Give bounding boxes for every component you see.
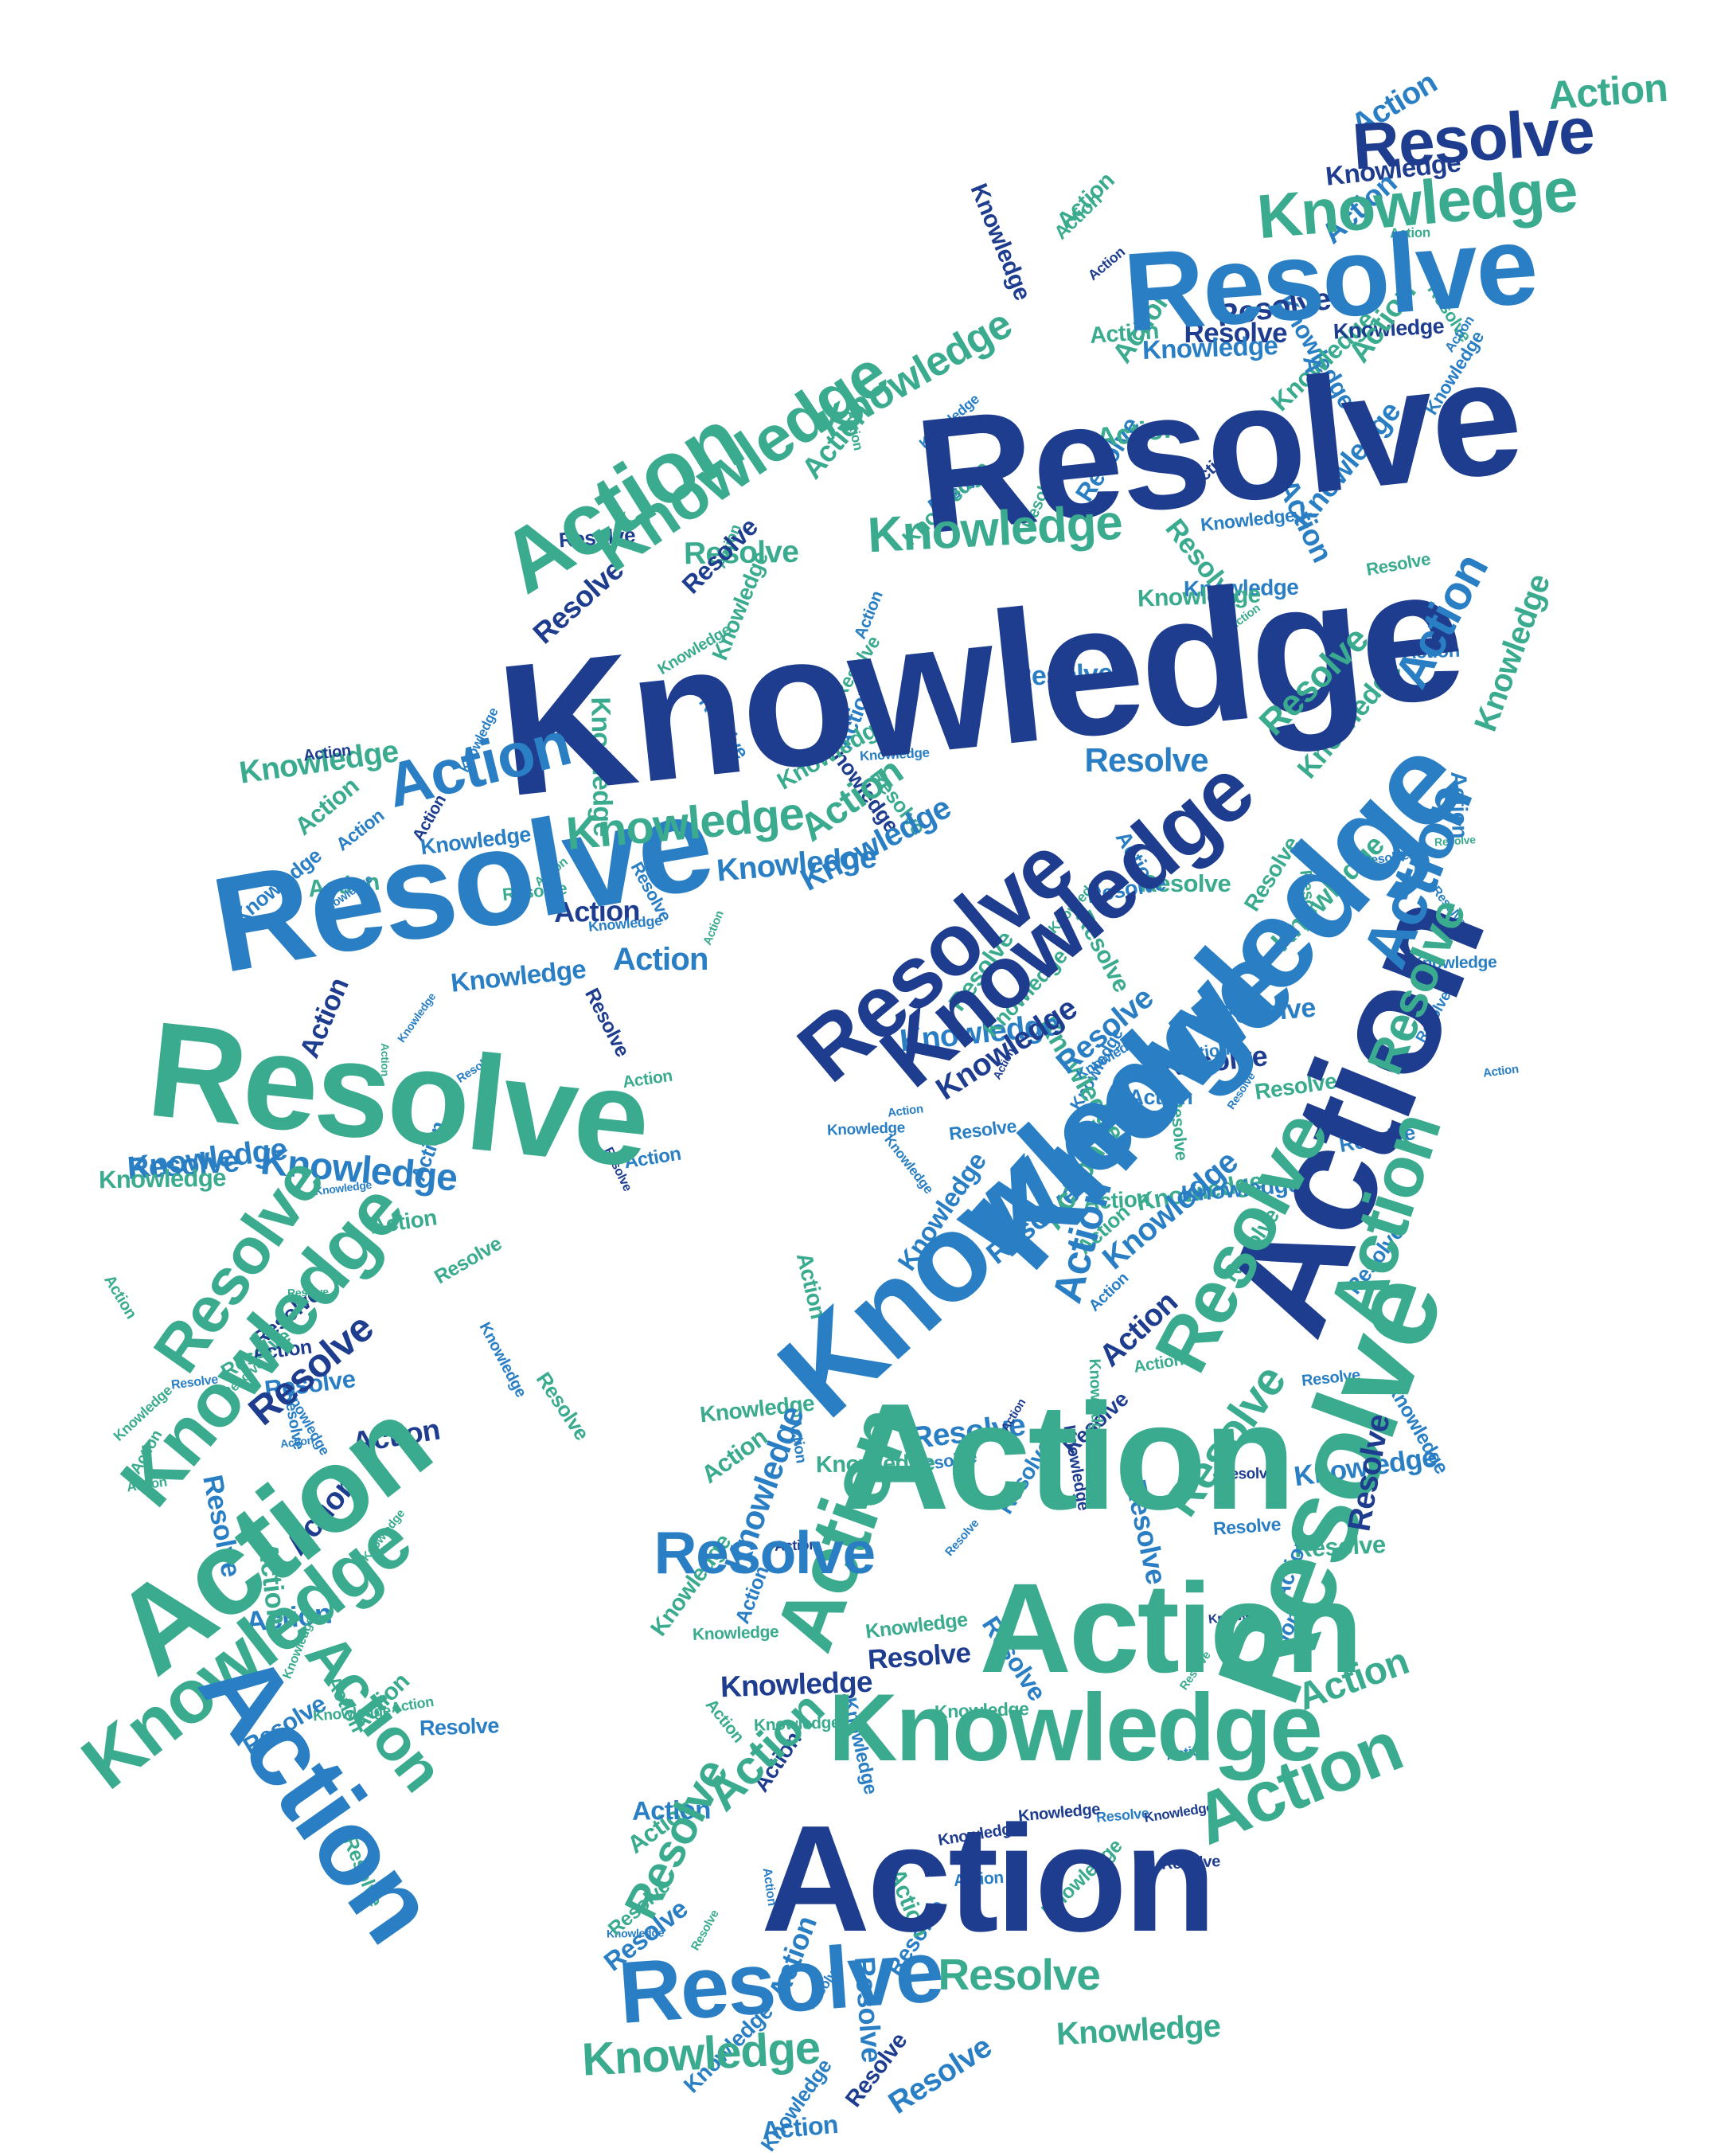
word-knowledge: Knowledge bbox=[98, 1163, 227, 1193]
word-action: Action bbox=[841, 1373, 1296, 1541]
word-knowledge: Knowledge bbox=[1055, 2008, 1222, 2052]
word-knowledge: Knowledge bbox=[965, 179, 1036, 304]
word-resolve: Resolve bbox=[938, 1949, 1101, 1999]
word-resolve: Resolve bbox=[866, 1637, 972, 1675]
word-action: Action bbox=[760, 2109, 840, 2146]
word-resolve: Resolve bbox=[1084, 741, 1209, 779]
word-resolve: Resolve bbox=[531, 1367, 595, 1445]
word-knowledge: Knowledge bbox=[864, 1607, 969, 1643]
word-resolve: Resolve bbox=[430, 1232, 505, 1288]
word-knowledge: Knowledge bbox=[475, 1319, 529, 1400]
word-resolve: Resolve bbox=[1184, 317, 1288, 349]
word-action: Action bbox=[1128, 1084, 1193, 1109]
word-resolve: Resolve bbox=[1139, 869, 1231, 897]
word-knowledge: Knowledge bbox=[579, 2021, 821, 2086]
word-knowledge: Knowledge bbox=[449, 953, 587, 998]
word-action: Action bbox=[761, 1795, 1216, 1963]
word-knowledge: Knowledge bbox=[866, 494, 1124, 564]
word-knowledge: Knowledge bbox=[829, 1674, 1323, 1781]
word-knowledge: Knowledge bbox=[826, 1119, 906, 1139]
word-action: Action bbox=[979, 1556, 1364, 1699]
word-action: Action bbox=[100, 1271, 140, 1322]
word-resolve: Resolve bbox=[654, 1518, 876, 1586]
word-action: Action bbox=[1547, 64, 1669, 119]
word-action: Action bbox=[886, 1101, 924, 1120]
word-action: Action bbox=[613, 942, 708, 977]
word-resolve: Resolve bbox=[615, 1921, 945, 2043]
word-action: Action bbox=[1481, 1061, 1520, 1080]
